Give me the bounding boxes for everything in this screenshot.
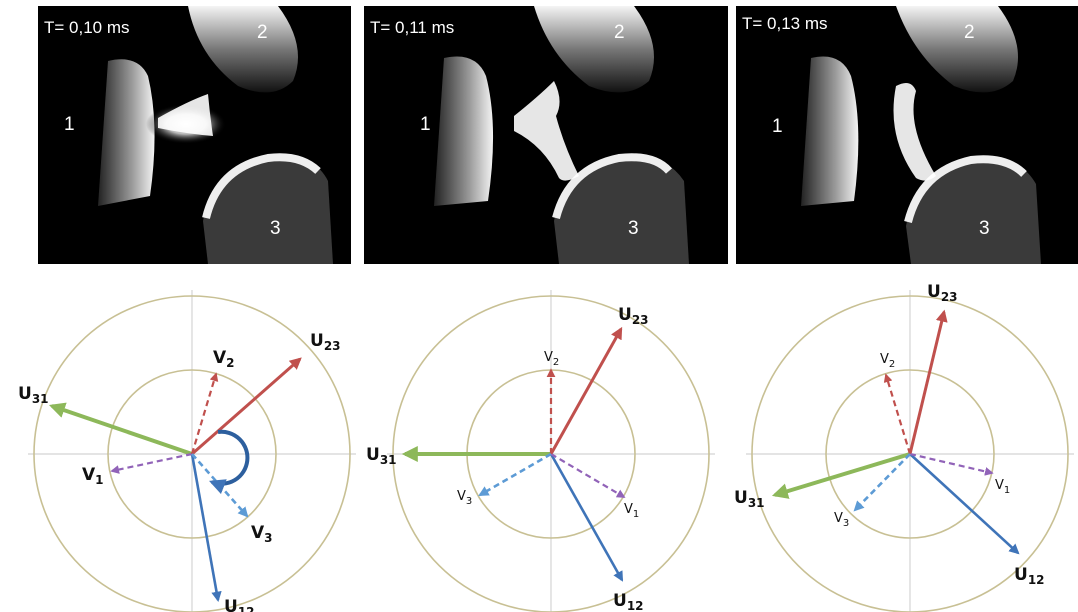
inner-ring [107,369,277,539]
phasor-u23 [191,357,302,456]
rotation-arrow-icon [209,429,250,495]
label-u31: U31 [18,384,49,406]
label-v2: V2 [544,350,559,368]
camera-frame-3: T= 0,13 ms 1 2 3 [736,6,1078,264]
electrode-label-1: 1 [420,114,431,135]
electrode-label-2: 2 [964,22,975,43]
label-u23: U23 [618,305,649,327]
label-v2: V2 [880,352,895,370]
phasor-v3 [478,452,552,497]
label-v3: V3 [457,489,472,507]
label-u23: U23 [310,331,341,353]
outer-ring [33,295,351,612]
electrode-label-2: 2 [257,22,268,43]
label-v3: V3 [834,511,849,529]
electrode-label-1: 1 [64,114,75,135]
phasor-u12 [190,453,222,603]
phasor-v1 [550,453,626,498]
arc-image-2 [434,6,689,264]
phasor-v2 [883,373,912,455]
electrode-label-3: 3 [270,218,281,239]
label-u31: U31 [734,488,765,510]
arc-image-3 [801,6,1041,264]
label-v1: V1 [995,478,1010,496]
camera-frame-1: T= 0,10 ms 1 2 3 [38,6,351,264]
camera-frame-2: T= 0,11 ms 1 2 3 [364,6,728,264]
label-u12: U12 [1014,565,1045,587]
phasor-v1 [110,452,193,474]
label-v1: V1 [624,502,639,520]
label-u31: U31 [366,445,397,467]
phasor-u12 [549,453,624,582]
phasor-v1 [909,452,994,476]
outer-ring [751,295,1069,612]
time-label: T= 0,11 ms [370,18,455,37]
electrode-label-1: 1 [772,116,783,137]
inner-ring [825,369,995,539]
electrode-label-2: 2 [614,22,625,43]
label-v2: V2 [213,348,235,370]
outer-ring [392,295,710,612]
phasor-u31 [771,452,911,499]
phasor-u23 [908,309,948,455]
time-label: T= 0,10 ms [44,18,130,37]
phasor-v2 [190,372,219,455]
label-v1: V1 [82,465,104,487]
time-label: T= 0,13 ms [742,14,828,33]
arc-image-1 [98,6,333,264]
label-u23: U23 [927,282,958,304]
phasor-u23 [549,326,623,455]
phasor-v3 [853,453,911,512]
phasor-u31 [48,402,193,456]
phasor-u12 [909,453,1020,555]
label-u12: U12 [224,597,255,612]
label-v3: V3 [251,523,273,545]
electrode-label-3: 3 [979,218,990,239]
label-u12: U12 [613,591,644,612]
electrode-label-3: 3 [628,218,639,239]
